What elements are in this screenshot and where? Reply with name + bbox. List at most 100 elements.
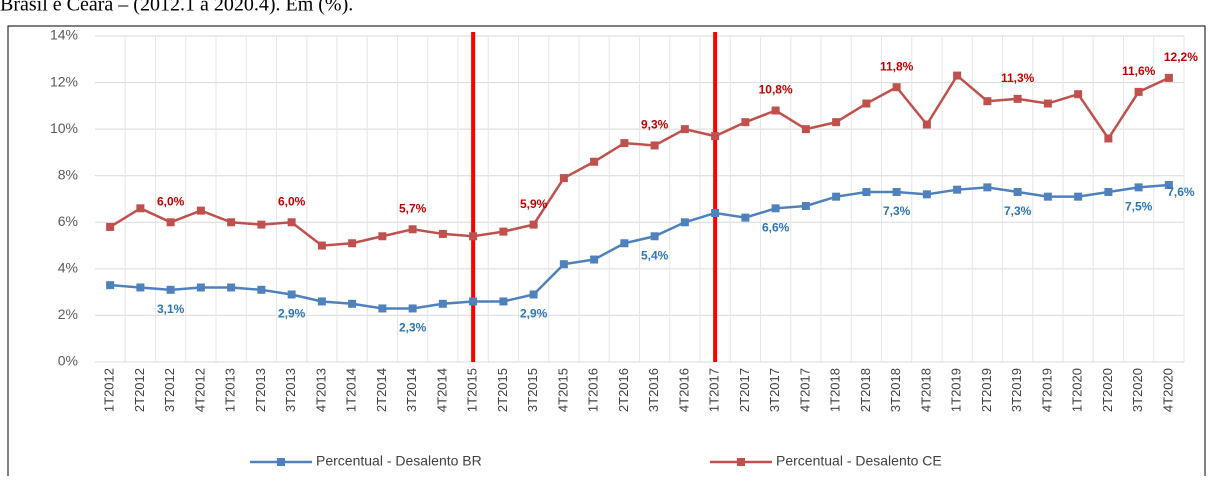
legend-label: Percentual - Desalento BR xyxy=(316,453,482,469)
legend-marker xyxy=(277,458,285,466)
point xyxy=(348,299,357,308)
point xyxy=(1013,94,1022,103)
point xyxy=(499,297,508,306)
point xyxy=(922,190,931,199)
point xyxy=(499,227,508,236)
y-tick-label: 10% xyxy=(50,120,78,136)
point xyxy=(559,174,568,183)
x-tick-label: 3T2015 xyxy=(525,368,540,412)
x-tick-label: 1T2013 xyxy=(223,368,238,412)
y-tick-label: 8% xyxy=(58,166,78,182)
point xyxy=(287,290,296,299)
point xyxy=(1164,181,1173,190)
point xyxy=(136,283,145,292)
x-tick-label: 4T2014 xyxy=(434,368,449,412)
x-tick-label: 2T2019 xyxy=(979,368,994,412)
x-tick-label: 4T2013 xyxy=(313,368,328,412)
x-tick-label: 1T2017 xyxy=(707,368,722,412)
point xyxy=(227,283,236,292)
point xyxy=(711,132,720,141)
point xyxy=(438,299,447,308)
data-label: 9,3% xyxy=(641,118,669,132)
y-tick-label: 4% xyxy=(58,260,78,276)
point xyxy=(711,208,720,217)
y-tick-label: 14% xyxy=(50,27,78,43)
point xyxy=(862,188,871,197)
point xyxy=(650,141,659,150)
point xyxy=(620,139,629,148)
data-label: 6,6% xyxy=(762,220,790,234)
x-tick-label: 4T2020 xyxy=(1160,368,1175,412)
x-tick-label: 2T2015 xyxy=(495,368,510,412)
point xyxy=(620,239,629,248)
point xyxy=(438,229,447,238)
point xyxy=(1104,134,1113,143)
data-label: 6,0% xyxy=(157,194,185,208)
series-line xyxy=(110,183,1169,310)
point xyxy=(1013,188,1022,197)
point xyxy=(378,232,387,241)
x-tick-label: 3T2019 xyxy=(1009,368,1024,412)
point xyxy=(680,125,689,134)
point xyxy=(892,188,901,197)
data-label: 2,9% xyxy=(520,307,548,321)
point xyxy=(590,255,599,264)
point xyxy=(257,285,266,294)
x-tick-label: 3T2014 xyxy=(404,368,419,412)
x-tick-label: 1T2016 xyxy=(586,368,601,412)
legend-label: Percentual - Desalento CE xyxy=(776,453,942,469)
point xyxy=(590,157,599,166)
point xyxy=(801,125,810,134)
y-tick-label: 0% xyxy=(58,353,78,369)
data-label: 6,0% xyxy=(278,194,306,208)
point xyxy=(1104,188,1113,197)
point xyxy=(196,283,205,292)
point xyxy=(892,83,901,92)
x-tick-label: 2T2017 xyxy=(737,368,752,412)
point xyxy=(771,106,780,115)
data-label: 5,4% xyxy=(641,248,669,262)
data-label: 7,6% xyxy=(1167,185,1195,199)
point xyxy=(317,297,326,306)
data-label: 7,3% xyxy=(1004,204,1032,218)
chart-border xyxy=(7,25,1206,481)
x-tick-label: 4T2016 xyxy=(676,368,691,412)
data-label: 3,1% xyxy=(157,302,185,316)
point xyxy=(1134,87,1143,96)
data-label: 11,8% xyxy=(880,59,914,73)
point xyxy=(922,120,931,129)
point xyxy=(378,304,387,313)
data-label: 10,8% xyxy=(759,83,793,97)
point xyxy=(741,118,750,127)
point xyxy=(650,232,659,241)
x-tick-label: 4T2017 xyxy=(797,368,812,412)
point xyxy=(166,218,175,227)
point xyxy=(106,222,115,231)
x-tick-label: 4T2015 xyxy=(555,368,570,412)
chart-title: Brasil e Ceará – (2012.1 a 2020.4). Em (… xyxy=(0,0,353,16)
y-tick-label: 6% xyxy=(58,213,78,229)
data-label: 2,9% xyxy=(278,307,306,321)
point xyxy=(832,192,841,201)
x-tick-label: 3T2020 xyxy=(1130,368,1145,412)
series-line xyxy=(109,73,1170,247)
y-tick-label: 2% xyxy=(58,306,78,322)
point xyxy=(227,218,236,227)
y-tick-label: 12% xyxy=(50,73,78,89)
x-tick-label: 3T2017 xyxy=(767,368,782,412)
x-tick-label: 2T2014 xyxy=(374,368,389,412)
data-label: 7,3% xyxy=(883,204,911,218)
x-tick-label: 2T2016 xyxy=(616,368,631,412)
x-tick-label: 1T2018 xyxy=(828,368,843,412)
point xyxy=(680,218,689,227)
point xyxy=(801,201,810,210)
x-tick-label: 3T2012 xyxy=(162,368,177,412)
data-label: 5,9% xyxy=(520,197,548,211)
point xyxy=(741,213,750,222)
x-tick-label: 1T2012 xyxy=(102,368,117,412)
x-tick-label: 1T2020 xyxy=(1070,368,1085,412)
x-tick-label: 3T2016 xyxy=(646,368,661,412)
point xyxy=(469,232,478,241)
